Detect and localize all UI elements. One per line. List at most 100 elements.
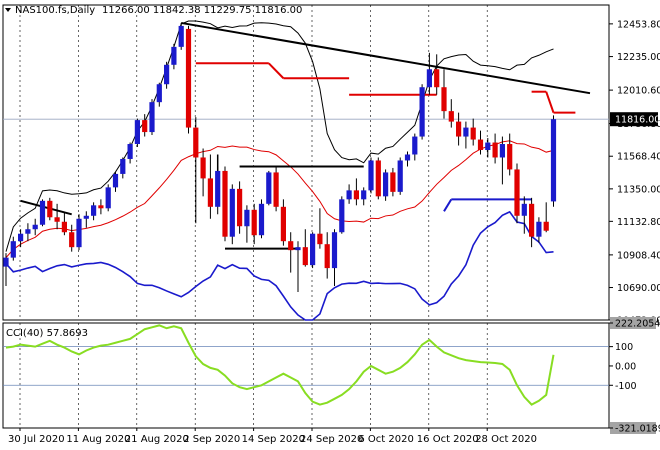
current-price-label-bg <box>610 112 658 127</box>
price-axis-label: 11568.40 <box>617 152 660 163</box>
level-segment <box>545 91 555 113</box>
moving-average-line <box>5 140 554 258</box>
bullish-candle <box>3 257 9 267</box>
cci-axis-label: 0.00 <box>615 361 636 372</box>
bullish-candle <box>331 232 338 269</box>
price-axis-label: 12453.80 <box>617 19 660 30</box>
bullish-candle <box>127 144 133 159</box>
bullish-candle <box>91 205 97 216</box>
bearish-candle <box>237 188 243 227</box>
price-axis-label: 10690.00 <box>617 283 660 294</box>
bullish-candle <box>295 247 301 251</box>
bearish-candle <box>477 139 484 151</box>
bearish-candle <box>193 127 199 158</box>
upper-band-line <box>5 20 554 252</box>
bullish-candle <box>76 218 82 248</box>
bearish-candle <box>353 190 359 200</box>
bullish-candle <box>266 172 272 204</box>
bullish-candle <box>258 203 265 236</box>
bullish-candle <box>521 203 527 216</box>
bearish-candle <box>514 169 520 216</box>
bearish-candle <box>529 203 535 237</box>
bullish-candle <box>412 136 418 155</box>
bearish-candle <box>251 209 257 236</box>
lower-band-line <box>5 210 554 321</box>
bullish-candle <box>105 187 111 209</box>
overlay-layer <box>3 20 609 321</box>
bullish-candle <box>368 160 374 191</box>
bullish-candle <box>361 190 367 200</box>
bullish-candle <box>112 173 119 188</box>
bearish-candle <box>441 87 447 112</box>
bearish-candle <box>185 28 192 128</box>
bearish-candle <box>222 170 228 237</box>
bearish-candle <box>273 172 279 207</box>
bullish-candle <box>39 200 46 225</box>
cci-extreme-label-bg <box>610 422 656 434</box>
bullish-candle <box>346 190 352 200</box>
bullish-candle <box>156 84 162 103</box>
bullish-candle <box>499 144 505 158</box>
bullish-candle <box>178 25 184 47</box>
bullish-candle <box>419 87 425 137</box>
bearish-candle <box>507 144 513 170</box>
bullish-candle <box>83 215 89 219</box>
level-segment <box>443 198 453 212</box>
bullish-candle <box>134 120 140 145</box>
level-segment <box>268 62 285 79</box>
indicator-pane-border <box>2 322 610 429</box>
price-axis-label: 12235.00 <box>617 52 660 63</box>
bullish-candle <box>164 64 170 85</box>
price-axis-label: 11132.80 <box>617 217 660 228</box>
bearish-candle <box>61 221 67 233</box>
date-axis-label: 30 Jul 2020 <box>8 434 65 445</box>
bullish-candle <box>18 233 24 242</box>
bearish-candle <box>470 127 476 140</box>
bearish-candle <box>375 160 381 197</box>
bullish-candle <box>310 233 316 266</box>
bullish-candle <box>215 170 221 207</box>
date-axis-label: 11 Aug 2020 <box>66 434 130 445</box>
price-axis-label: 12010.60 <box>617 86 660 97</box>
date-axis-label: 2 Sep 2020 <box>183 434 240 445</box>
bearish-candle <box>200 157 206 179</box>
bearish-candle <box>543 221 549 231</box>
bullish-candle <box>404 154 411 161</box>
cci-axis-label: 100 <box>615 342 633 353</box>
bearish-candle <box>69 232 75 248</box>
cci-axis-label: 222.2054 <box>615 319 660 330</box>
bullish-candle <box>485 142 491 151</box>
menu-triangle-icon[interactable] <box>5 8 11 12</box>
bullish-candle <box>397 160 403 192</box>
bullish-candle <box>171 46 177 65</box>
cci-layer <box>3 324 609 406</box>
resistance-trendline <box>181 21 591 95</box>
date-axis-label: 28 Oct 2020 <box>475 434 537 445</box>
date-axis-label: 21 Aug 2020 <box>125 434 189 445</box>
bearish-candle <box>288 241 294 251</box>
cci-line <box>5 324 555 406</box>
bearish-candle <box>390 172 396 192</box>
bullish-candle <box>463 127 469 137</box>
bullish-candle <box>426 69 432 88</box>
bullish-candle <box>120 158 126 174</box>
chart-header-ohlc: 11266.00 11842.38 11229.75 11816.00 <box>102 5 302 16</box>
bullish-candle <box>339 199 345 233</box>
price-axis-label: 10908.40 <box>617 250 660 261</box>
bearish-candle <box>280 206 286 242</box>
bullish-candle <box>32 224 38 230</box>
bearish-candle <box>207 178 213 207</box>
candle-layer <box>3 22 557 293</box>
date-axis-label: 6 Oct 2020 <box>358 434 413 445</box>
bullish-candle <box>536 221 542 237</box>
level-segment <box>20 199 72 216</box>
bearish-candle <box>302 247 308 266</box>
current-price-label: 11816.00 <box>615 115 660 126</box>
bearish-candle <box>47 200 53 218</box>
bullish-candle <box>383 172 389 197</box>
bearish-candle <box>98 205 104 209</box>
date-axis-label: 14 Sep 2020 <box>242 434 305 445</box>
price-pane-border <box>2 4 610 321</box>
